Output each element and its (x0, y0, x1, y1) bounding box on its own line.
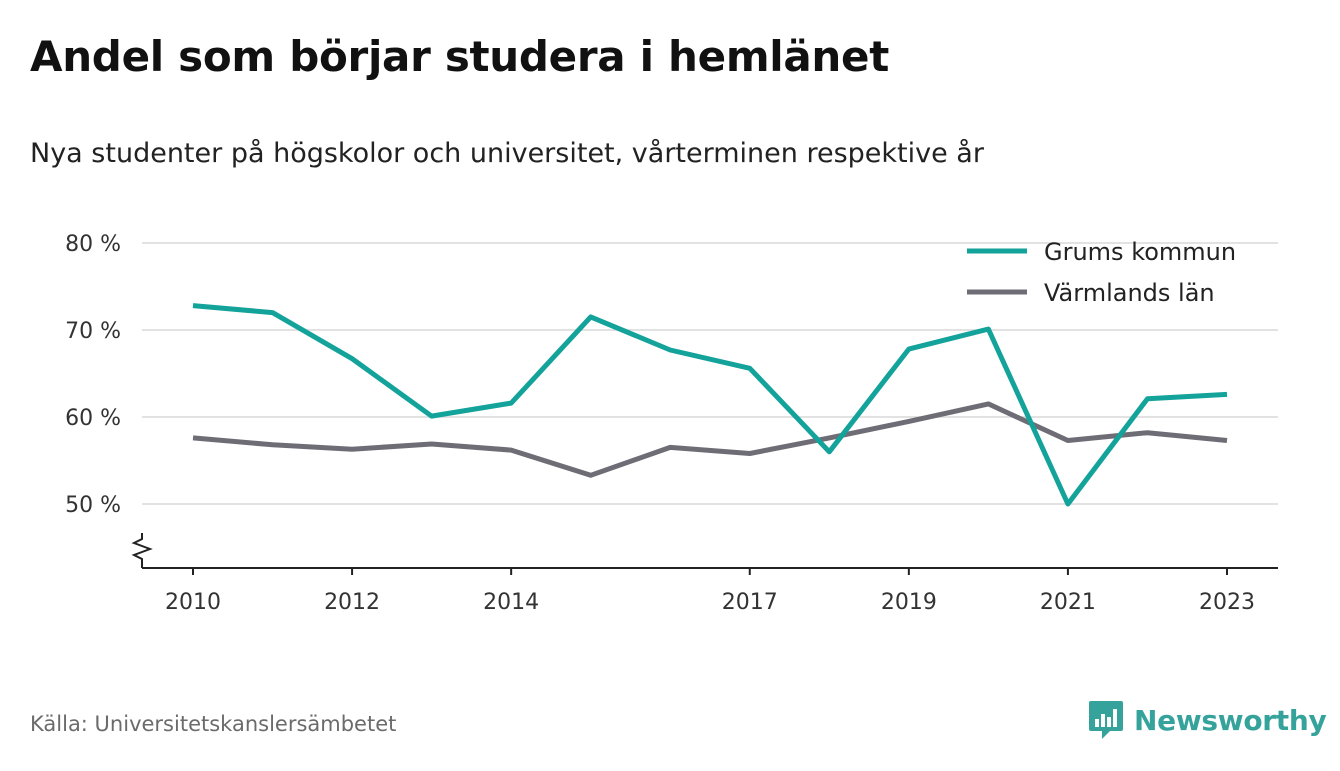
legend-label: Värmlands län (1044, 279, 1215, 307)
y-axis-break-marker (131, 533, 153, 568)
chart-title: Andel som börjar studera i hemlänet (30, 32, 889, 81)
grid-lines (142, 242, 1278, 505)
series-line-grums-kommun (192, 303, 1228, 507)
axes: 50 % 60 % 70 % 80 % 2010 2012 2014 2017 2019 2021… (65, 232, 1278, 615)
newsworthy-logo-icon (1089, 701, 1123, 739)
line-chart: 50 % 60 % 70 % 80 % 2010 2012 2014 2017 2019 2021… (65, 232, 1278, 615)
x-tick-label: 2019 (881, 590, 937, 615)
x-tick-label: 2012 (324, 590, 380, 615)
y-tick-label: 50 % (65, 493, 121, 518)
x-tick-label: 2014 (483, 590, 539, 615)
x-tick-label: 2017 (722, 590, 778, 615)
legend-label: Grums kommun (1044, 238, 1236, 266)
y-tick-label: 60 % (65, 406, 121, 431)
y-tick-label: 80 % (65, 232, 121, 257)
series-lines (192, 303, 1228, 507)
y-tick-label: 70 % (65, 319, 121, 344)
brand-logo: Newsworthy (1088, 698, 1327, 742)
chart-subtitle: Nya studenter på högskolor och universit… (30, 138, 984, 169)
brand-name: Newsworthy (1134, 703, 1327, 737)
x-tick-label: 2010 (165, 590, 221, 615)
series-line-varmlands-lan (192, 401, 1228, 478)
legend: Grums kommun Värmlands län (967, 238, 1236, 307)
x-tick-label: 2021 (1040, 590, 1096, 615)
x-tick-label: 2023 (1199, 590, 1255, 615)
source-note: Källa: Universitetskanslersämbetet (30, 712, 397, 736)
